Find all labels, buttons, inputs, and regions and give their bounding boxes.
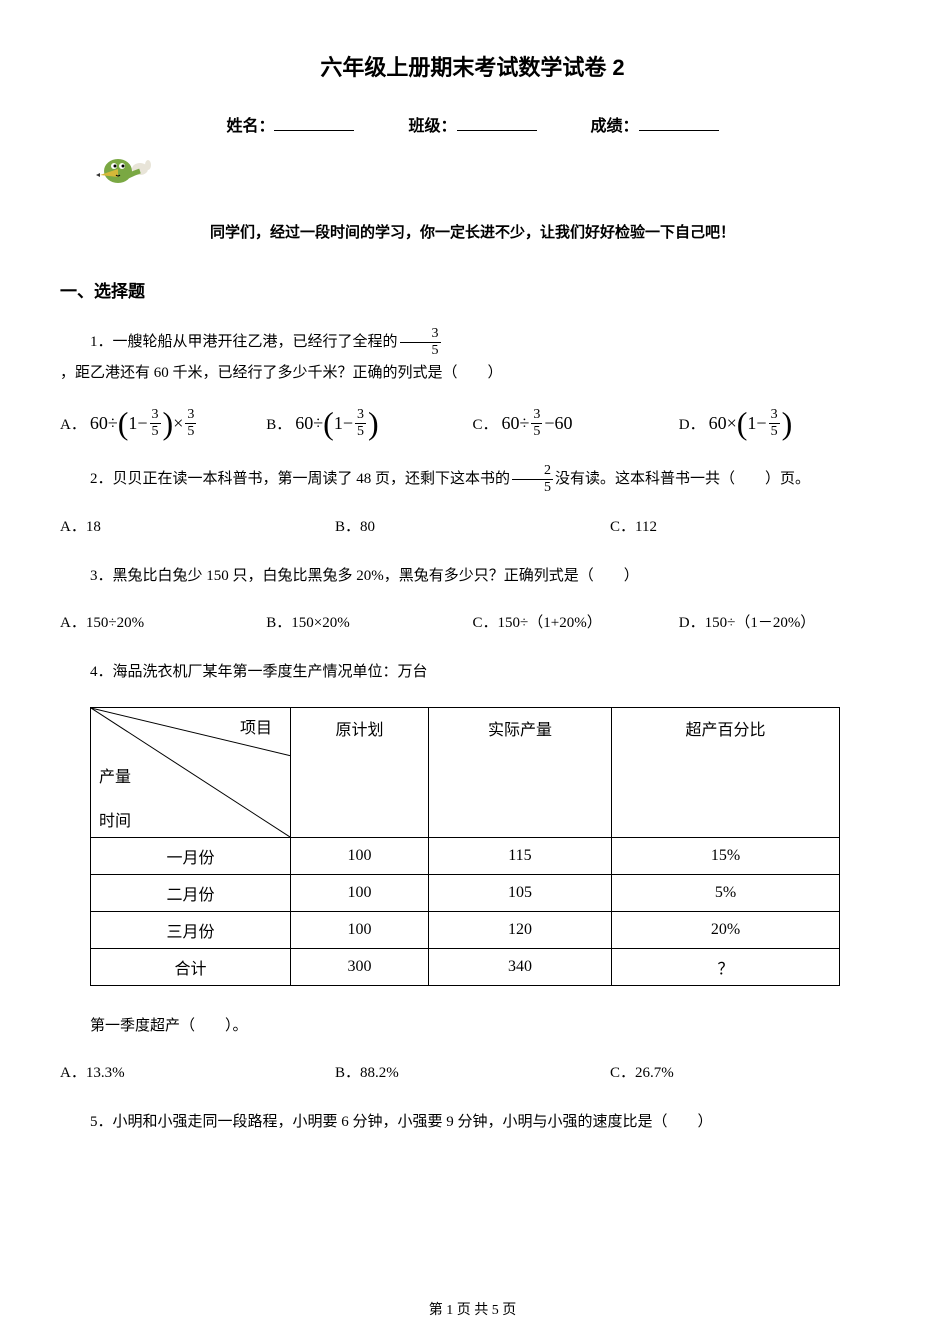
q2-opt-b[interactable]: B．80 <box>335 515 610 536</box>
table-header-row: 项目 产量 时间 原计划 实际产量 超产百分比 <box>91 708 840 838</box>
section-1-header: 一、选择题 <box>60 277 885 302</box>
q1-opt-a[interactable]: A． 60÷(1−35)×35 <box>60 408 266 439</box>
question-1: 1．一艘轮船从甲港开往乙港，已经行了全程的35 ，距乙港还有 60 千米，已经行了… <box>60 327 885 388</box>
q1-fraction: 35 <box>400 327 441 358</box>
q4-table: 项目 产量 时间 原计划 实际产量 超产百分比 一月份 100 115 15% … <box>90 707 840 986</box>
q1-opt-d[interactable]: D． 60×(1−35) <box>679 408 885 439</box>
q1-opt-a-expr: 60÷(1−35)×35 <box>90 408 199 439</box>
table-row: 合计 300 340 ？ <box>91 949 840 986</box>
cell-actual: 120 <box>428 912 611 949</box>
cell-plan: 100 <box>291 838 429 875</box>
cell-plan: 100 <box>291 912 429 949</box>
cell-label: 合计 <box>91 949 291 986</box>
q4-opt-b[interactable]: B．88.2% <box>335 1061 610 1082</box>
q3-number: 3． <box>90 568 113 584</box>
q2-text-a: 贝贝正在读一本科普书，第一周读了 48 页，还剩下这本书的 <box>113 471 511 487</box>
q1-opt-c-expr: 60÷35−60 <box>502 408 573 439</box>
cell-pct: ？ <box>611 949 839 986</box>
cell-actual: 340 <box>428 949 611 986</box>
table-row: 一月份 100 115 15% <box>91 838 840 875</box>
q2-text-b: 没有读。这本科普书一共（ ）页。 <box>555 471 810 487</box>
cell-label: 一月份 <box>91 838 291 875</box>
name-label: 姓名： <box>226 118 274 135</box>
table-col-pct: 超产百分比 <box>611 708 839 838</box>
question-4: 4．海品洗衣机厂某年第一季度生产情况单位：万台 <box>60 657 885 687</box>
cell-label: 三月份 <box>91 912 291 949</box>
q3-opt-a[interactable]: A．150÷20% <box>60 611 266 632</box>
name-blank[interactable] <box>274 130 354 131</box>
q1-opt-d-label: D． <box>679 413 705 434</box>
table-col-plan: 原计划 <box>291 708 429 838</box>
q2-opt-c[interactable]: C．112 <box>610 515 885 536</box>
q1-opt-b-label: B． <box>266 413 291 434</box>
q4-number: 4． <box>90 664 113 680</box>
encourage-text: 同学们，经过一段时间的学习，你一定长进不少，让我们好好检验一下自己吧！ <box>60 221 885 242</box>
q5-text: 小明和小强走同一段路程，小明要 6 分钟，小强要 9 分钟，小明与小强的速度比是… <box>113 1114 713 1130</box>
q3-opt-d[interactable]: D．150÷（1－20%） <box>679 611 885 632</box>
table-diagonal-header: 项目 产量 时间 <box>91 708 291 838</box>
class-blank[interactable] <box>457 130 537 131</box>
score-label: 成绩： <box>591 118 639 135</box>
page-footer: 第 1 页 共 5 页 <box>0 1299 945 1319</box>
cell-plan: 300 <box>291 949 429 986</box>
header-chanliang: 产量 <box>99 763 131 787</box>
cell-pct: 15% <box>611 838 839 875</box>
cell-actual: 115 <box>428 838 611 875</box>
q4-followup: 第一季度超产（ ）。 <box>60 1011 885 1041</box>
q3-opt-b[interactable]: B．150×20% <box>266 611 472 632</box>
student-info-line: 姓名： 班级： 成绩： <box>60 112 885 136</box>
q2-opt-a[interactable]: A．18 <box>60 515 335 536</box>
cell-actual: 105 <box>428 875 611 912</box>
q1-opt-c[interactable]: C． 60÷35−60 <box>473 408 679 439</box>
q1-number: 1． <box>90 334 113 350</box>
question-2: 2．贝贝正在读一本科普书，第一周读了 48 页，还剩下这本书的25没有读。这本科… <box>60 464 885 495</box>
cell-label: 二月份 <box>91 875 291 912</box>
class-label: 班级： <box>408 118 456 135</box>
q4-opt-a[interactable]: A．13.3% <box>60 1061 335 1082</box>
question-5: 5．小明和小强走同一段路程，小明要 6 分钟，小强要 9 分钟，小明与小强的速度… <box>60 1107 885 1137</box>
page-title: 六年级上册期末考试数学试卷 2 <box>60 50 885 82</box>
cell-pct: 5% <box>611 875 839 912</box>
q2-number: 2． <box>90 471 113 487</box>
q1-opt-d-expr: 60×(1−35) <box>709 408 793 439</box>
q3-text: 黑兔比白兔少 150 只，白兔比黑兔多 20%，黑兔有多少只？正确列式是（ ） <box>113 568 639 584</box>
q1-opt-a-label: A． <box>60 413 86 434</box>
q4-text: 海品洗衣机厂某年第一季度生产情况单位：万台 <box>113 664 428 680</box>
question-3: 3．黑兔比白兔少 150 只，白兔比黑兔多 20%，黑兔有多少只？正确列式是（ … <box>60 561 885 591</box>
q4-options: A．13.3% B．88.2% C．26.7% <box>60 1061 885 1082</box>
pencil-icon <box>90 151 885 196</box>
score-blank[interactable] <box>639 130 719 131</box>
q3-options: A．150÷20% B．150×20% C．150÷（1+20%） D．150÷… <box>60 611 885 632</box>
table-row: 三月份 100 120 20% <box>91 912 840 949</box>
q1-opt-c-label: C． <box>473 413 498 434</box>
q4-opt-c[interactable]: C．26.7% <box>610 1061 885 1082</box>
q1-opt-b[interactable]: B． 60÷(1−35) <box>266 408 472 439</box>
q2-options: A．18 B．80 C．112 <box>60 515 885 536</box>
table-col-actual: 实际产量 <box>428 708 611 838</box>
q1-options: A． 60÷(1−35)×35 B． 60÷(1−35) C． 60÷35−60… <box>60 408 885 439</box>
table-row: 二月份 100 105 5% <box>91 875 840 912</box>
q1-text-a: 一艘轮船从甲港开往乙港，已经行了全程的 <box>113 334 398 350</box>
header-xiangmu: 项目 <box>240 714 272 738</box>
q3-opt-c[interactable]: C．150÷（1+20%） <box>473 611 679 632</box>
q1-opt-b-expr: 60÷(1−35) <box>295 408 378 439</box>
cell-pct: 20% <box>611 912 839 949</box>
q2-fraction: 25 <box>512 464 553 495</box>
q1-text-b: ，距乙港还有 60 千米，已经行了多少千米？正确的列式是（ ） <box>60 365 503 381</box>
cell-plan: 100 <box>291 875 429 912</box>
header-shijian: 时间 <box>99 807 131 831</box>
q5-number: 5． <box>90 1114 113 1130</box>
